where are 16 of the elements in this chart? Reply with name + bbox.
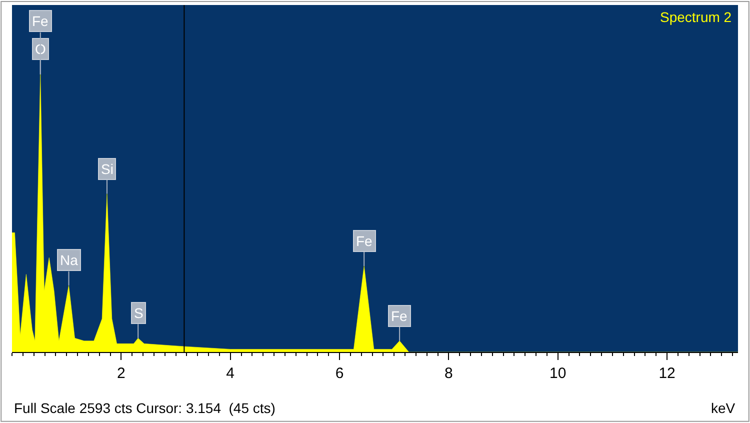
x-tick-label: 4 [226, 365, 235, 382]
x-axis-title: keV [711, 400, 736, 416]
annotation: Na [60, 252, 78, 268]
text: Full Scale 2593 cts Cursor: 3.154 (45 cts) [14, 400, 276, 416]
x-tick-label: 10 [550, 365, 566, 382]
annotation: Si [101, 161, 114, 177]
annotation: Fe [356, 233, 373, 249]
chart-title: Spectrum 2 [660, 9, 732, 25]
x-tick-label: 8 [444, 365, 453, 382]
x-tick-label: 6 [335, 365, 344, 382]
x-tick-label: 2 [117, 365, 126, 382]
annotation: Fe [391, 308, 408, 324]
annotation: S [134, 305, 144, 321]
annotation: O [35, 41, 46, 57]
annotation: Fe [32, 13, 49, 29]
x-tick-label: 12 [658, 365, 676, 382]
